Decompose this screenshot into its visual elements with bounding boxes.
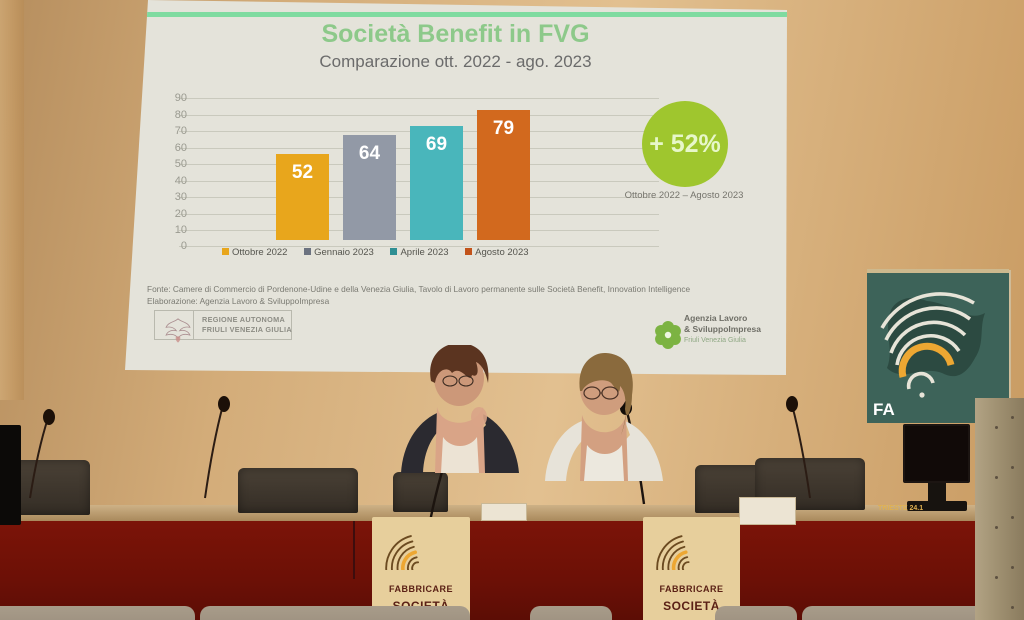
svg-text:FA: FA xyxy=(873,400,895,419)
